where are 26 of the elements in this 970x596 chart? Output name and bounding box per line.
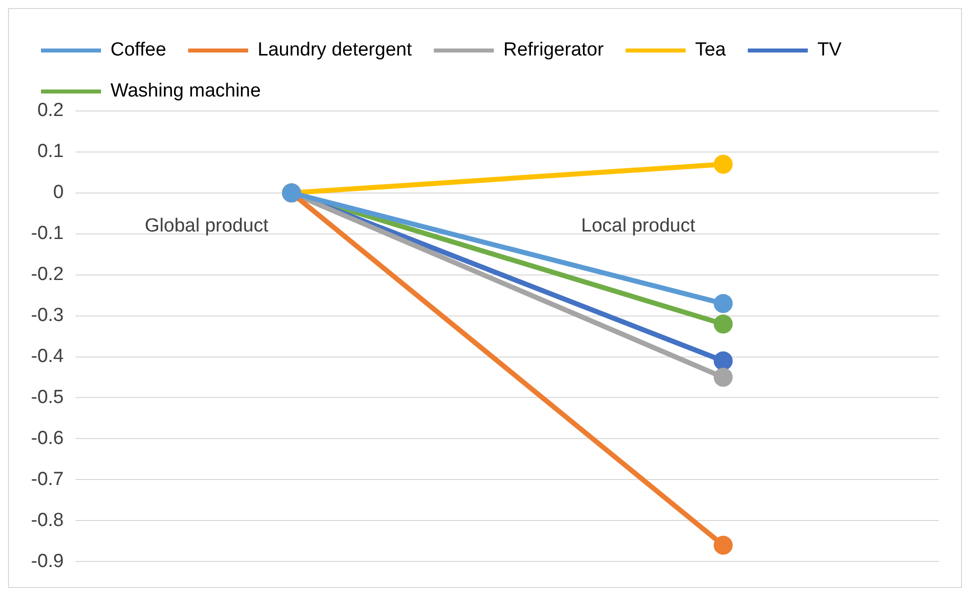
point [714,294,733,314]
legend-label: Refrigerator [503,40,604,61]
y-tick-label: -0.9 [30,550,64,572]
x-tick-label: Global product [144,216,270,237]
y-tick-label: -0.6 [30,428,64,449]
y-tick-label: -0.1 [30,223,64,244]
point [714,314,733,334]
legend-label: TV [817,40,842,61]
y-tick-label: 0.2 [37,100,64,122]
x-tick-label: Local product [581,216,696,237]
legend-label: Coffee [110,40,166,61]
y-tick-label: -0.5 [30,386,64,408]
y-tick-label: -0.8 [30,510,64,531]
y-tick-label: 0.1 [37,141,64,162]
legend-label: Laundry detergent [258,40,413,61]
y-tick-label: -0.7 [30,468,64,490]
point [714,154,733,174]
point [714,351,733,370]
point [714,368,733,387]
y-tick-label: 0 [53,182,64,204]
y-tick-label: -0.4 [30,346,64,368]
legend-label: Tea [695,40,726,61]
legend-label: Washing machine [110,80,261,102]
y-tick-label: -0.3 [30,305,64,326]
y-tick-label: -0.2 [30,264,64,286]
point [714,536,733,555]
